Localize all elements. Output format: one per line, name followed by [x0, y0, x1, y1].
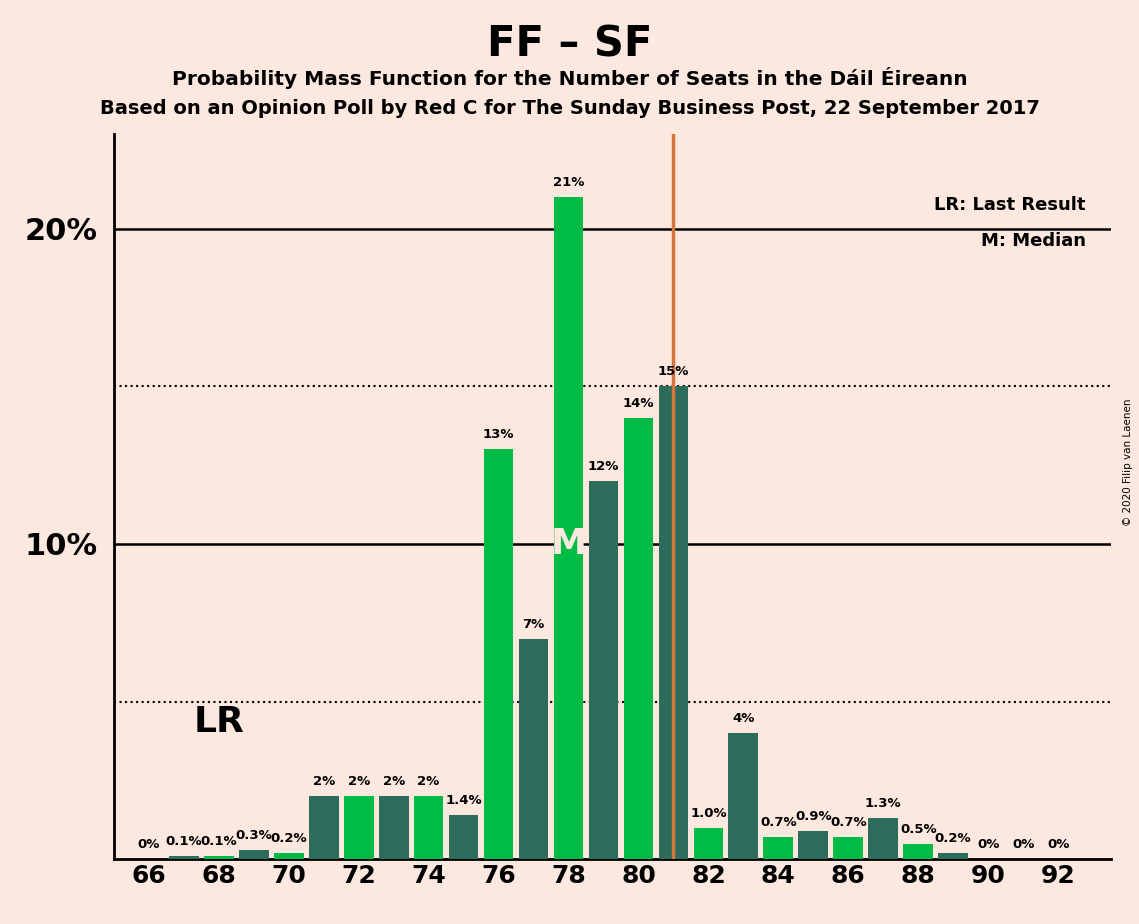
- Text: 13%: 13%: [483, 429, 515, 442]
- Bar: [868, 819, 898, 859]
- Text: 2%: 2%: [418, 775, 440, 788]
- Text: 0.2%: 0.2%: [270, 833, 308, 845]
- Bar: [903, 844, 933, 859]
- Bar: [658, 386, 688, 859]
- Text: LR: Last Result: LR: Last Result: [934, 196, 1085, 213]
- Text: 21%: 21%: [552, 176, 584, 189]
- Text: 1.3%: 1.3%: [865, 797, 902, 810]
- Text: 15%: 15%: [657, 365, 689, 379]
- Text: 2%: 2%: [312, 775, 335, 788]
- Text: 7%: 7%: [523, 617, 544, 631]
- Text: 1.4%: 1.4%: [445, 795, 482, 808]
- Text: 1.0%: 1.0%: [690, 807, 727, 820]
- Bar: [554, 197, 583, 859]
- Text: 0.9%: 0.9%: [795, 810, 831, 823]
- Text: © 2020 Filip van Laenen: © 2020 Filip van Laenen: [1123, 398, 1133, 526]
- Bar: [344, 796, 374, 859]
- Bar: [589, 480, 618, 859]
- Text: M: M: [550, 527, 587, 561]
- Bar: [309, 796, 338, 859]
- Text: 0.5%: 0.5%: [900, 822, 936, 835]
- Bar: [763, 837, 793, 859]
- Text: 14%: 14%: [623, 397, 654, 410]
- Bar: [484, 449, 514, 859]
- Bar: [729, 733, 759, 859]
- Text: 4%: 4%: [732, 712, 754, 725]
- Text: FF – SF: FF – SF: [486, 23, 653, 65]
- Bar: [939, 853, 968, 859]
- Bar: [623, 418, 654, 859]
- Text: 0.7%: 0.7%: [760, 817, 796, 830]
- Text: 0.2%: 0.2%: [935, 833, 972, 845]
- Text: 0%: 0%: [1047, 838, 1070, 851]
- Text: Based on an Opinion Poll by Red C for The Sunday Business Post, 22 September 201: Based on an Opinion Poll by Red C for Th…: [99, 99, 1040, 118]
- Bar: [239, 850, 269, 859]
- Bar: [204, 857, 233, 859]
- Bar: [273, 853, 304, 859]
- Text: 0.1%: 0.1%: [165, 835, 202, 848]
- Text: Probability Mass Function for the Number of Seats in the Dáil Éireann: Probability Mass Function for the Number…: [172, 67, 967, 89]
- Text: 0%: 0%: [977, 838, 999, 851]
- Text: 0.3%: 0.3%: [236, 829, 272, 842]
- Bar: [518, 638, 548, 859]
- Text: 2%: 2%: [383, 775, 404, 788]
- Bar: [834, 837, 863, 859]
- Bar: [379, 796, 409, 859]
- Bar: [449, 815, 478, 859]
- Text: 0%: 0%: [138, 838, 161, 851]
- Bar: [694, 828, 723, 859]
- Text: 0.1%: 0.1%: [200, 835, 237, 848]
- Bar: [413, 796, 443, 859]
- Text: 12%: 12%: [588, 460, 620, 473]
- Text: 0%: 0%: [1011, 838, 1034, 851]
- Bar: [798, 831, 828, 859]
- Bar: [169, 857, 198, 859]
- Text: LR: LR: [194, 706, 244, 739]
- Text: 0.7%: 0.7%: [830, 817, 867, 830]
- Text: 2%: 2%: [347, 775, 370, 788]
- Text: M: Median: M: Median: [981, 232, 1085, 249]
